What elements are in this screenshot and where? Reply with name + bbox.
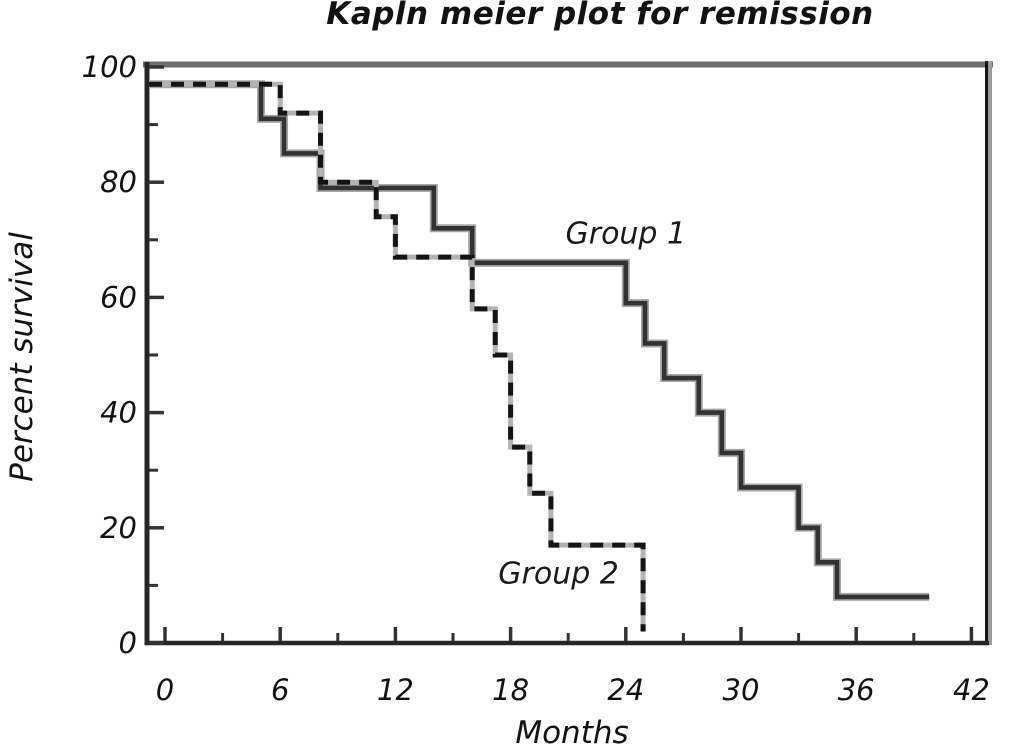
x-tick-label: 42: [953, 673, 990, 707]
x-tick-label: 24: [607, 673, 644, 707]
group-1-curve: [149, 81, 930, 600]
x-tick-label: 0: [156, 673, 174, 707]
x-axis-label: Months: [515, 715, 629, 751]
x-tick-label: 18: [492, 673, 529, 707]
x-tick-label: 36: [838, 673, 875, 707]
y-tick-label: 40: [100, 396, 137, 430]
group-1-curve-halo: [149, 80, 930, 601]
y-tick-label: 20: [100, 511, 137, 545]
x-tick-label: 12: [377, 673, 414, 707]
x-tick-label: 6: [271, 673, 289, 707]
y-tick-label: 100: [82, 50, 137, 84]
y-tick-label: 60: [100, 280, 137, 314]
y-tick-label: 80: [100, 165, 137, 199]
x-tick-label: 30: [723, 673, 760, 707]
group-2-curve: [149, 81, 646, 632]
chart-title: Kapln meier plot for remission: [326, 0, 874, 32]
group-2-label: Group 2: [498, 556, 619, 592]
group-2-curve-halo: [149, 81, 646, 632]
group-1-label: Group 1: [565, 216, 687, 252]
y-tick-label: 0: [119, 626, 137, 660]
